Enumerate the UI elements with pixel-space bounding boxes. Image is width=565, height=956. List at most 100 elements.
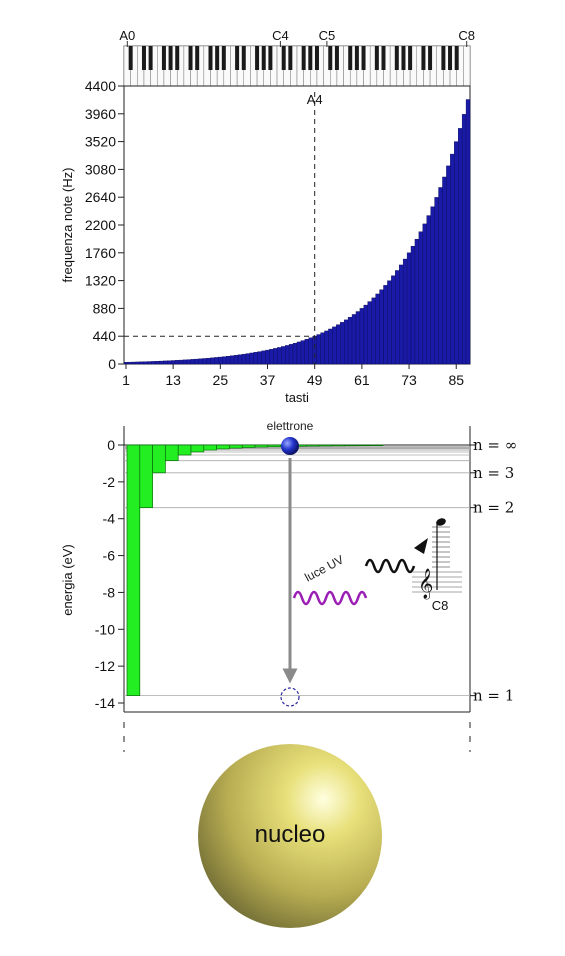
frequency-bar: [340, 322, 345, 365]
y-tick-label: 2640: [85, 189, 116, 205]
frequency-bar: [241, 353, 247, 365]
frequency-bar: [123, 362, 129, 365]
electron-label: elettrone: [267, 419, 314, 433]
y-tick-label: 3080: [85, 161, 116, 177]
frequency-bar: [414, 238, 420, 365]
frequency-bar: [395, 270, 400, 365]
frequency-bar: [194, 358, 199, 365]
frequency-bar: [151, 361, 156, 365]
frequency-bar: [450, 153, 455, 365]
keyboard-label: C5: [319, 28, 336, 43]
black-key: [141, 46, 146, 70]
frequency-bar: [182, 359, 188, 365]
frequency-bar: [383, 285, 388, 365]
energy-bar: [241, 444, 256, 448]
energy-bar: [357, 444, 371, 447]
frequency-bar: [135, 361, 140, 365]
frequency-bar: [446, 165, 451, 365]
black-key: [161, 46, 166, 70]
frequency-bar: [170, 360, 176, 365]
frequency-bar: [265, 349, 270, 365]
black-key: [215, 46, 220, 70]
frequency-bar: [379, 289, 384, 365]
y-tick-label: -4: [103, 511, 116, 527]
frequency-bar: [292, 342, 298, 365]
energy-bar: [126, 444, 141, 696]
energy-bar: [139, 444, 153, 509]
black-key: [348, 46, 353, 70]
black-key: [288, 46, 293, 70]
frequency-bar: [347, 317, 353, 365]
energy-bar: [305, 444, 320, 447]
level-label: n = 3: [473, 464, 514, 482]
y-tick-label: -12: [95, 658, 115, 674]
frequency-bar: [222, 356, 227, 365]
sound-wave-icon: [364, 558, 416, 574]
frequency-bar: [391, 275, 396, 365]
frequency-bar: [147, 361, 152, 365]
frequency-bar: [410, 245, 416, 365]
frequency-bar: [402, 258, 408, 365]
frequency-bar: [210, 357, 215, 365]
y-tick-label: 3520: [85, 134, 116, 150]
frequency-bar: [442, 176, 447, 365]
y-tick-label: 0: [107, 437, 115, 453]
black-key: [401, 46, 406, 70]
frequency-bar: [332, 326, 337, 365]
frequency-bar: [418, 231, 424, 365]
frequency-bar: [371, 297, 376, 365]
black-key: [454, 46, 459, 70]
x-tick-label: 61: [354, 372, 370, 388]
energy-bar: [344, 444, 358, 447]
nucleus-label: nucleo: [255, 821, 326, 848]
black-key: [208, 46, 213, 70]
keyboard-label: C8: [458, 28, 475, 43]
y-tick-label: 3960: [85, 106, 116, 122]
x-tick-label: 1: [122, 372, 130, 388]
black-key: [128, 46, 133, 70]
keyboard-label: C4: [272, 28, 289, 43]
x-tick-label: 25: [213, 372, 229, 388]
energy-bar: [165, 444, 179, 462]
uv-light-label: luce UV: [302, 552, 346, 584]
energy-bar: [331, 444, 345, 447]
black-key: [381, 46, 386, 70]
frequency-bar: [367, 301, 372, 365]
frequency-bar: [237, 354, 243, 365]
black-key: [308, 46, 313, 70]
y-tick-label: 1320: [85, 273, 116, 289]
chart1-reference-lines: A4: [124, 92, 323, 364]
electron-ground-state-icon: [280, 687, 300, 707]
black-key: [281, 46, 286, 70]
frequency-bar: [296, 341, 302, 365]
black-key: [314, 46, 319, 70]
frequency-bar: [355, 311, 361, 365]
frequency-bar: [155, 361, 160, 365]
black-key: [268, 46, 273, 70]
frequency-bar: [273, 348, 278, 365]
keyboard-labels: A0 C4 C5 C8: [119, 28, 475, 47]
frequency-bar: [375, 293, 380, 365]
frequency-bar: [143, 361, 148, 365]
y-tick-label: -10: [95, 621, 115, 637]
frequency-bar: [198, 358, 203, 365]
black-key: [261, 46, 266, 70]
frequency-bar: [249, 352, 254, 365]
energy-bar: [203, 444, 217, 451]
level-label: n = 2: [473, 499, 514, 517]
y-tick-label: -8: [103, 584, 116, 600]
y-tick-label: 2200: [85, 217, 116, 233]
x-tick-label: 37: [260, 372, 276, 388]
black-key: [448, 46, 453, 70]
frequency-bar: [300, 340, 306, 365]
frequency-bar: [465, 99, 471, 365]
frequency-bar: [229, 355, 235, 365]
chart2-axes: [123, 426, 471, 752]
frequency-bar: [438, 187, 443, 365]
black-key: [175, 46, 180, 70]
chart2-bars: [126, 444, 384, 696]
x-tick-label: 85: [448, 372, 464, 388]
wave-arrowhead-icon: [414, 538, 428, 554]
frequency-bar: [304, 339, 309, 365]
frequency-bar: [363, 304, 368, 365]
